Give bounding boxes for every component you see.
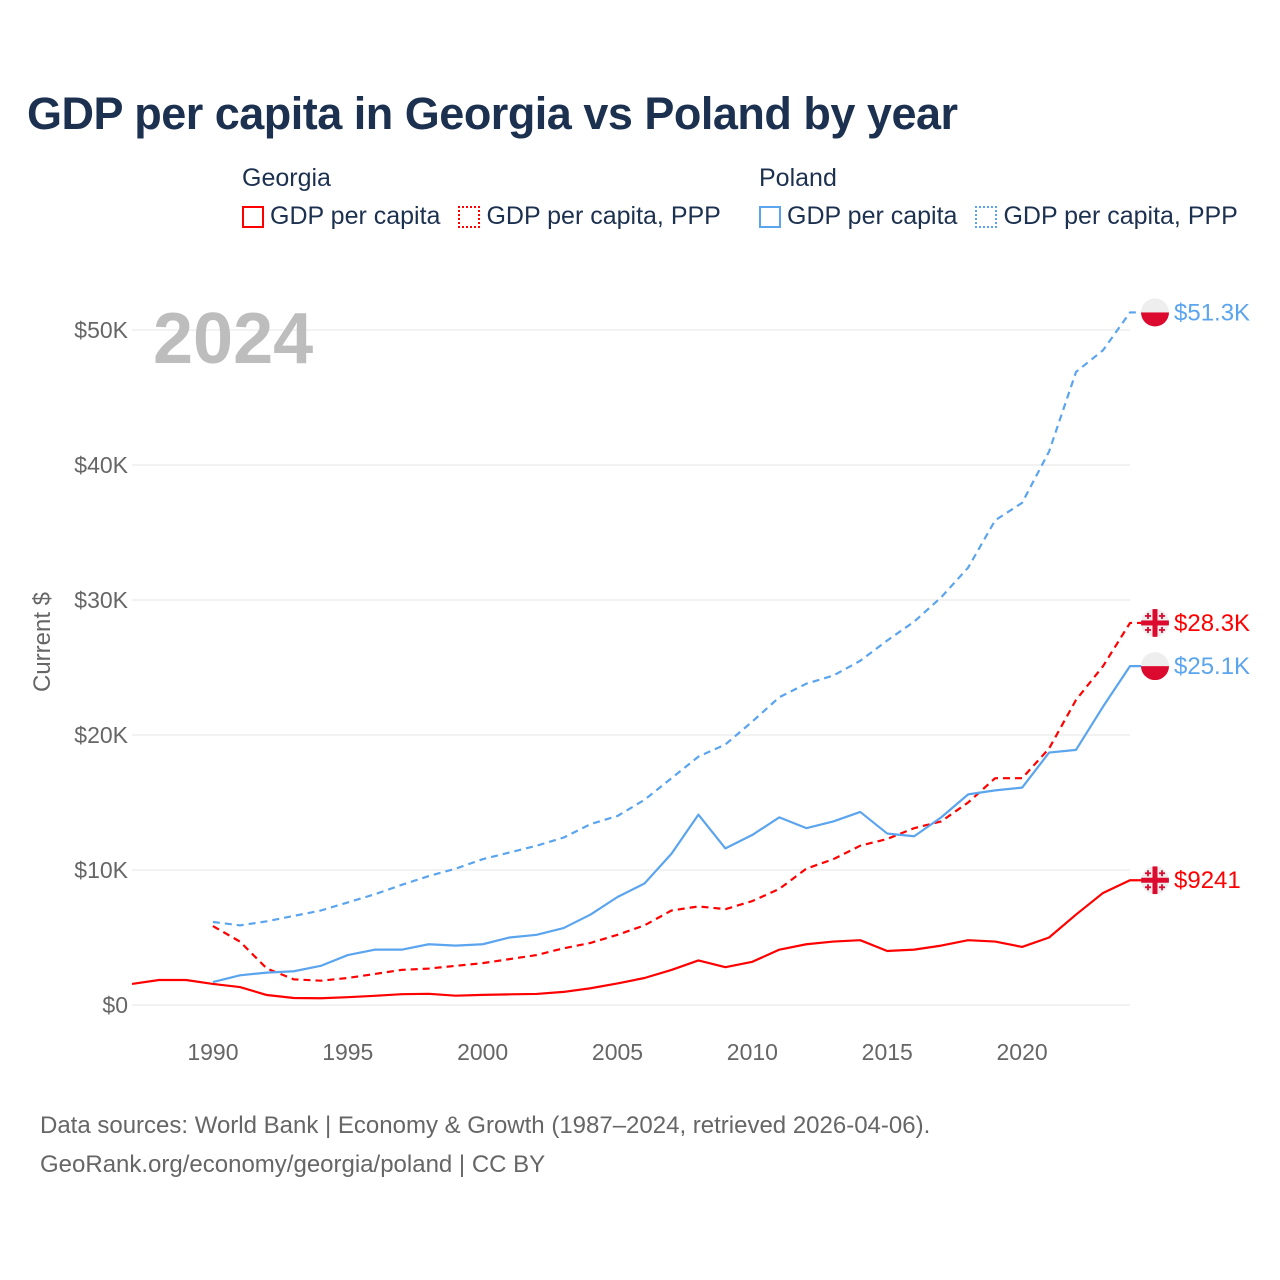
year-watermark: 2024 bbox=[153, 299, 313, 379]
legend-item-poland-ppp[interactable]: GDP per capita, PPP bbox=[975, 202, 1238, 231]
x-tick-label: 2015 bbox=[862, 1039, 913, 1065]
y-tick-label: $0 bbox=[102, 992, 128, 1018]
legend-country-poland: Poland bbox=[759, 164, 837, 192]
legend-label: GDP per capita bbox=[270, 202, 441, 230]
y-tick-label: $30K bbox=[74, 587, 128, 613]
legend-label: GDP per capita bbox=[787, 202, 958, 230]
solid-swatch-icon bbox=[759, 205, 781, 228]
legend-label: GDP per capita, PPP bbox=[486, 202, 721, 230]
x-tick-label: 1995 bbox=[322, 1039, 373, 1065]
y-axis-label: Current $ bbox=[29, 592, 56, 692]
legend-georgia: Georgia GDP per capita GDP per capita, P… bbox=[242, 160, 721, 231]
source-note: Data sources: World Bank | Economy & Gro… bbox=[40, 1106, 930, 1184]
end-value-label: $25.1K bbox=[1174, 653, 1250, 680]
x-tick-label: 1990 bbox=[187, 1039, 238, 1065]
x-tick-label: 2020 bbox=[997, 1039, 1048, 1065]
y-tick-label: $10K bbox=[74, 857, 128, 883]
x-tick-label: 2005 bbox=[592, 1039, 643, 1065]
poland-flag-icon bbox=[1141, 652, 1169, 681]
georgia-flag-icon bbox=[1141, 608, 1169, 637]
chart-title: GDP per capita in Georgia vs Poland by y… bbox=[27, 88, 958, 139]
legend-item-georgia-gdp[interactable]: GDP per capita bbox=[242, 202, 440, 231]
end-value-label: $28.3K bbox=[1174, 610, 1250, 637]
legend-item-georgia-ppp[interactable]: GDP per capita, PPP bbox=[458, 202, 721, 231]
series-line-1 bbox=[212, 621, 1142, 982]
legend-item-poland-gdp[interactable]: GDP per capita bbox=[759, 202, 957, 231]
source-link[interactable]: GeoRank.org/economy/georgia/poland | CC … bbox=[40, 1151, 546, 1178]
end-value-label: $51.3K bbox=[1174, 299, 1250, 326]
series-line-0 bbox=[131, 879, 1142, 1000]
y-tick-label: $40K bbox=[74, 452, 128, 478]
end-value-label: $9241 bbox=[1174, 867, 1241, 894]
y-tick-label: $50K bbox=[74, 317, 128, 343]
legend-poland: Poland GDP per capita GDP per capita, PP… bbox=[759, 160, 1238, 231]
x-tick-label: 2010 bbox=[727, 1039, 778, 1065]
solid-swatch-icon bbox=[242, 205, 264, 228]
poland-flag-icon bbox=[1141, 298, 1169, 327]
source-line: Data sources: World Bank | Economy & Gro… bbox=[40, 1112, 931, 1139]
series-line-2 bbox=[212, 665, 1142, 984]
legend-country-georgia: Georgia bbox=[242, 164, 331, 192]
series-line-3 bbox=[212, 311, 1142, 927]
dotted-swatch-icon bbox=[458, 205, 481, 228]
dotted-swatch-icon bbox=[975, 205, 998, 228]
legend-label: GDP per capita, PPP bbox=[1003, 202, 1238, 230]
georgia-flag-icon bbox=[1141, 866, 1169, 895]
y-tick-label: $20K bbox=[74, 722, 128, 748]
x-tick-label: 2000 bbox=[457, 1039, 508, 1065]
